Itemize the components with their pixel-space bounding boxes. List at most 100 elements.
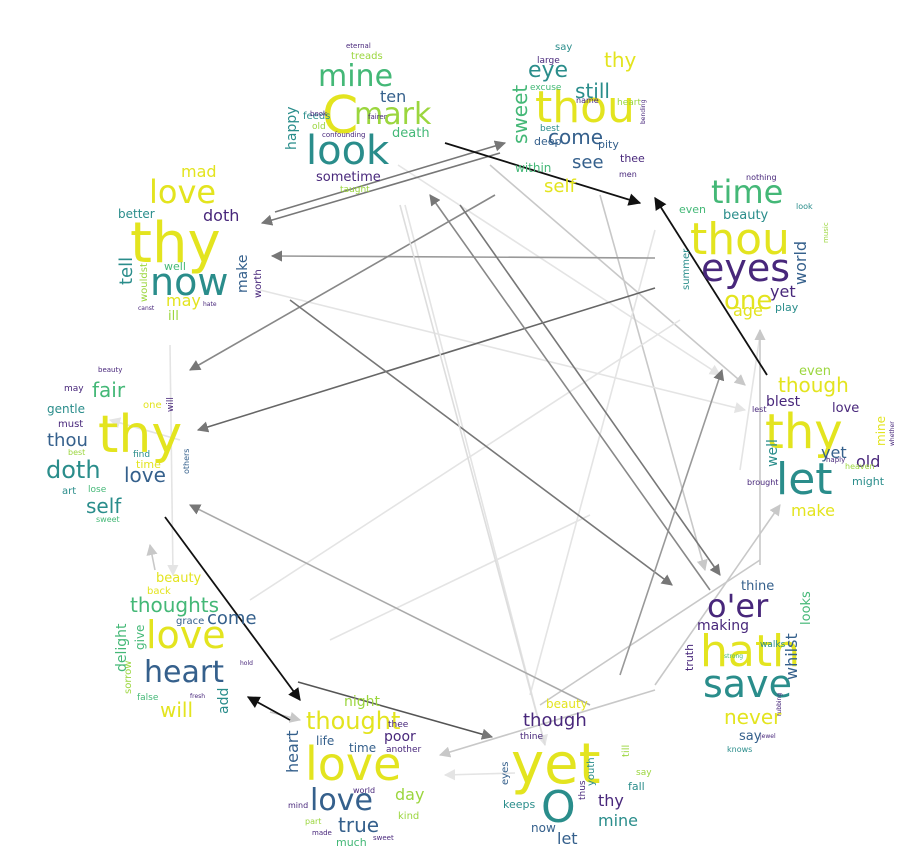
- cloud-word: ten: [380, 87, 406, 106]
- edge-arrow: [259, 289, 747, 414]
- cloud-word: thine: [741, 579, 774, 594]
- cloud-word: large: [537, 56, 560, 66]
- cloud-word: men: [619, 170, 637, 179]
- cloud-word: life: [316, 734, 334, 748]
- edge-arrow: [438, 689, 656, 758]
- edge-group: [108, 140, 781, 781]
- edge-arrow: [529, 229, 656, 696]
- wordcloud-node-8: o'er thine hath save making looks walks …: [683, 579, 814, 754]
- cloud-word: whether: [889, 421, 896, 446]
- wordcloud-node-5: beauty fair may gentle must one thy thou…: [46, 366, 191, 524]
- cloud-word: youth: [586, 757, 597, 786]
- edge-arrow: [443, 769, 516, 781]
- cloud-word: feeds: [303, 111, 330, 122]
- cloud-word: time: [349, 741, 376, 755]
- cloud-word: one: [724, 286, 772, 316]
- cloud-word: old: [856, 452, 880, 471]
- cloud-word: time: [136, 458, 161, 471]
- cloud-word: deep: [534, 135, 562, 148]
- cloud-word: love: [146, 613, 226, 657]
- cloud-word: false: [137, 693, 159, 703]
- cloud-word: old: [312, 122, 326, 132]
- cloud-word: say: [555, 42, 572, 53]
- cloud-word: keeps: [503, 798, 535, 811]
- edge-arrow: [444, 142, 642, 206]
- cloud-word: even: [799, 364, 831, 379]
- cloud-word: poor: [384, 729, 416, 745]
- cloud-word: love: [310, 783, 373, 818]
- cloud-word: mad: [181, 162, 217, 181]
- cloud-word: love: [149, 173, 216, 211]
- cloud-word: self: [86, 494, 122, 518]
- cloud-word: mark: [354, 97, 432, 132]
- edge-arrow: [654, 504, 781, 686]
- cloud-word: music: [822, 222, 830, 243]
- cloud-word: thy: [98, 405, 182, 465]
- wordcloud-node-4: time thou eyes beauty world even one age…: [679, 173, 830, 320]
- cloud-word: let: [557, 829, 578, 848]
- cloud-word: eye: [528, 58, 568, 83]
- cloud-word: thou: [535, 82, 635, 133]
- cloud-word: thine: [520, 732, 543, 742]
- wordcloud-node-3: mad love thy now doth tell better make w…: [116, 162, 264, 324]
- wordcloud-node-7: beauty back thoughts love grace come del…: [114, 571, 257, 722]
- cloud-word: worth: [253, 269, 264, 298]
- edge-arrow: [269, 711, 302, 723]
- cloud-word: world: [791, 241, 810, 285]
- edge-arrow: [654, 196, 768, 376]
- cloud-word: must: [58, 419, 83, 430]
- cloud-word: O: [541, 782, 576, 833]
- cloud-word: haply: [826, 456, 845, 464]
- cloud-word: bending: [640, 99, 647, 124]
- wordcloud-node-2: say thy eye thou still sweet come see se…: [508, 42, 647, 197]
- cloud-word: might: [852, 475, 885, 488]
- cloud-word: self: [544, 176, 576, 197]
- edge-arrow: [459, 204, 721, 576]
- edge-arrow: [289, 299, 673, 586]
- cloud-word: time: [711, 173, 783, 211]
- cloud-word: another: [386, 745, 421, 755]
- edge-arrow: [274, 140, 507, 213]
- edge-arrow: [249, 319, 681, 601]
- edge-arrow: [189, 194, 496, 371]
- cloud-word: love: [305, 737, 401, 791]
- wordcloud-node-9: night thought heart poor thee life time …: [283, 694, 424, 849]
- cloud-word: add: [216, 688, 232, 714]
- cloud-word: kind: [398, 811, 419, 822]
- cloud-word: much: [336, 836, 367, 849]
- edge-arrow: [404, 204, 548, 747]
- cloud-word: name: [576, 96, 599, 105]
- cloud-word: wouldst: [139, 263, 150, 302]
- cloud-word: summer: [681, 248, 692, 290]
- cloud-word: find: [133, 450, 150, 460]
- cloud-word: day: [395, 785, 424, 804]
- edge-arrow: [329, 514, 591, 641]
- cloud-word: lest: [752, 405, 766, 414]
- cloud-word: hate: [203, 301, 217, 308]
- cloud-word: strong: [724, 653, 743, 660]
- cloud-word: thee: [620, 152, 645, 165]
- cloud-word: fresh: [190, 693, 205, 700]
- cloud-word: never: [724, 705, 782, 729]
- cloud-word: make: [791, 501, 835, 520]
- edge-arrow: [619, 368, 725, 676]
- edge-arrow: [188, 504, 591, 706]
- edge-arrow: [397, 164, 721, 376]
- cloud-word: book: [310, 110, 328, 118]
- cloud-word: sweet: [96, 515, 120, 524]
- cloud-word: sweet: [373, 834, 394, 842]
- cloud-word: made: [312, 829, 332, 837]
- cloud-word: say: [636, 768, 652, 778]
- cloud-word: within: [515, 161, 551, 175]
- cloud-word: doth: [203, 206, 239, 225]
- cloud-word: say: [739, 729, 762, 744]
- cloud-word: eyes: [701, 246, 790, 290]
- cloud-word: night: [344, 694, 381, 710]
- cloud-word: beauty: [546, 697, 588, 711]
- cloud-word: knows: [727, 745, 752, 754]
- cloud-word: thy: [604, 48, 637, 72]
- cloud-word: delight: [114, 623, 130, 672]
- cloud-word: others: [182, 449, 191, 474]
- cloud-word: taught: [340, 185, 370, 195]
